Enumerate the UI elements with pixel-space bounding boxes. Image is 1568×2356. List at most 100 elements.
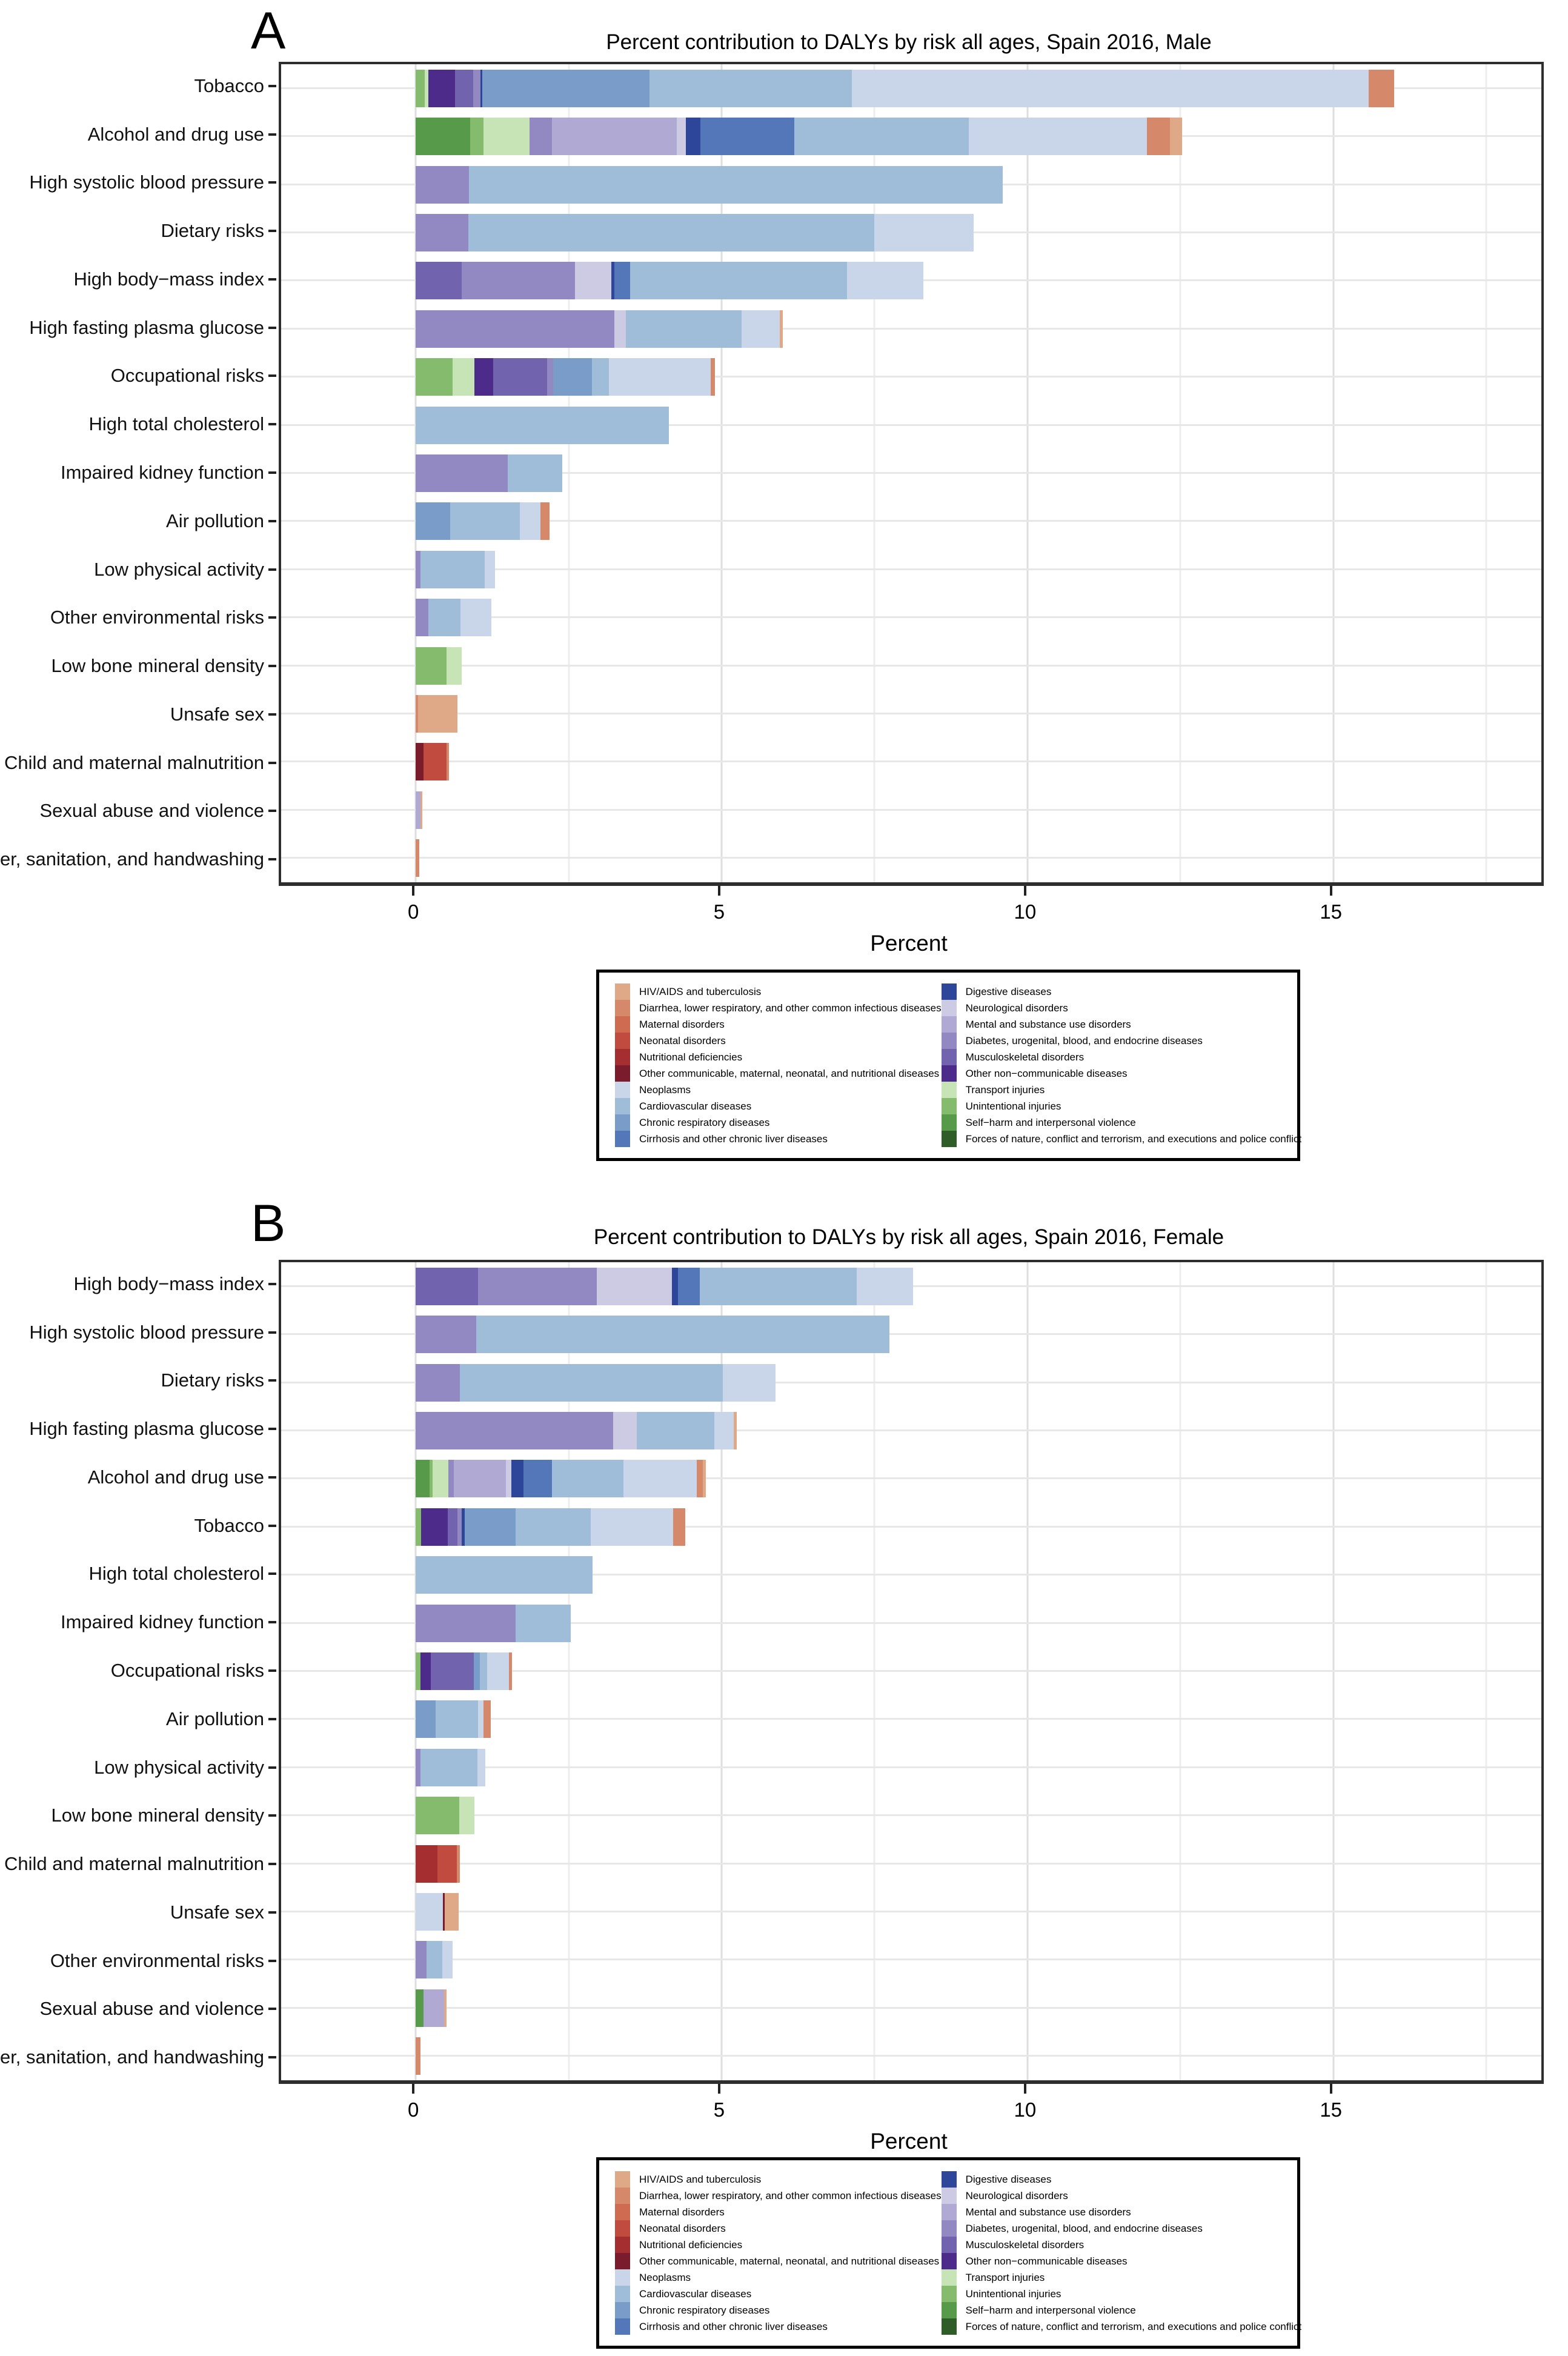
- stacked-bar: [281, 694, 1541, 733]
- y-axis-row: Dietary risks: [0, 1357, 276, 1405]
- bar-segment-mental: [453, 1460, 506, 1498]
- y-axis-row: Impaired kidney function: [0, 448, 276, 497]
- bars: [281, 64, 1541, 882]
- bar-segment-mental: [416, 791, 421, 829]
- legend-label: Neurological disorders: [965, 2189, 1068, 2201]
- y-axis-row: High body−mass index: [0, 255, 276, 304]
- bar-segment-diabetes: [416, 165, 469, 204]
- y-axis-label: Air pollution: [166, 510, 264, 531]
- bar-segment-mental: [424, 1989, 444, 2027]
- legend-entry: Digestive diseases: [941, 983, 1302, 1000]
- bar-segment-hiv_tb: [1170, 118, 1183, 156]
- x-tick-mark: [717, 2084, 720, 2094]
- bar-segment-diabetes: [448, 1460, 454, 1498]
- bar-row: [281, 690, 1541, 737]
- bar-row: [281, 353, 1541, 401]
- legend-label: Diarrhea, lower respiratory, and other c…: [639, 2189, 942, 2201]
- legend-entry: Chronic respiratory diseases: [615, 2302, 942, 2318]
- y-axis-label: Unsafe sex: [170, 703, 264, 725]
- legend-entry: Diarrhea, lower respiratory, and other c…: [615, 2188, 942, 2204]
- legend-swatch-diabetes: [941, 1033, 957, 1049]
- bar-segment-diabetes: [478, 1267, 597, 1305]
- legend-swatch-neoplasms: [615, 1082, 630, 1098]
- y-axis-label: Sexual abuse and violence: [39, 800, 264, 822]
- stacked-bar: [281, 1604, 1541, 1642]
- bar-row: [281, 545, 1541, 593]
- bar-segment-transport: [433, 1460, 448, 1498]
- legend-entry: Neonatal disorders: [615, 2220, 942, 2237]
- y-axis-label: Occupational risks: [110, 365, 264, 387]
- x-tick-label: 10: [1014, 900, 1037, 923]
- bar-segment-digestive: [461, 1508, 465, 1546]
- stacked-bar: [281, 1797, 1541, 1835]
- stacked-bar: [281, 1748, 1541, 1786]
- y-axis-row: Tobacco: [0, 62, 276, 110]
- y-tick-mark: [268, 1428, 276, 1431]
- bar-segment-cardiovascular: [515, 1508, 591, 1546]
- bar-segment-unintentional: [416, 1652, 421, 1690]
- bar-segment-other_communicable: [416, 743, 424, 781]
- y-axis-row: Tobacco: [0, 1502, 276, 1550]
- bar-segment-transport: [446, 647, 462, 685]
- bar-segment-unintentional: [430, 1460, 433, 1498]
- horizontal-gridline: [281, 2006, 1541, 2009]
- bar-segment-diabetes: [416, 213, 468, 251]
- y-axis-label: Dietary risks: [161, 1369, 264, 1391]
- bar-segment-diabetes: [416, 310, 615, 348]
- bar-segment-neoplasms: [852, 69, 1369, 107]
- y-tick-mark: [268, 1959, 276, 1962]
- legend-swatch-digestive: [941, 983, 957, 1000]
- bar-segment-neoplasms: [460, 599, 492, 637]
- y-tick-mark: [268, 858, 276, 861]
- bar-row: [281, 208, 1541, 256]
- bar-segment-hiv_tb: [702, 1460, 706, 1498]
- legend-entry: Unintentional injuries: [941, 1098, 1302, 1114]
- legend-label: Chronic respiratory diseases: [639, 2304, 770, 2316]
- bar-segment-diarrhea_lri: [416, 839, 420, 877]
- legend-swatch-mental: [941, 1016, 957, 1033]
- legend-entry: Diabetes, urogenital, blood, and endocri…: [941, 2220, 1302, 2237]
- bar-segment-neoplasms: [609, 358, 711, 396]
- bar-segment-diarrhea_lri: [696, 1460, 703, 1498]
- legend-swatch-mental: [941, 2204, 957, 2220]
- bar-row: [281, 1310, 1541, 1358]
- legend-swatch-hiv_tb: [615, 983, 630, 1000]
- x-axis: 0 5 10 15: [279, 886, 1539, 953]
- legend: HIV/AIDS and tuberculosis Diarrhea, lower…: [596, 2157, 1302, 2349]
- bar-segment-diabetes: [416, 1604, 516, 1642]
- x-axis-title: Percent: [870, 2129, 948, 2154]
- panel-letter: B: [251, 1194, 286, 1253]
- y-tick-mark: [268, 1524, 276, 1527]
- bar-segment-musculoskeletal: [493, 358, 548, 396]
- stacked-bar: [281, 1892, 1541, 1931]
- bar-row: [281, 305, 1541, 353]
- legend-label: Cirrhosis and other chronic liver diseas…: [639, 2320, 828, 2332]
- bar-segment-neoplasms: [874, 213, 974, 251]
- y-tick-mark: [268, 181, 276, 184]
- bar-segment-cardiovascular: [416, 1556, 593, 1594]
- legend-swatch-musculoskeletal: [941, 1049, 957, 1065]
- bar-segment-cardiovascular: [507, 454, 563, 492]
- bar-segment-diabetes: [416, 1316, 477, 1354]
- legend-label: Neurological disorders: [965, 1002, 1068, 1014]
- bar-row: [281, 1647, 1541, 1695]
- legend-label: Other non−communicable diseases: [965, 2255, 1128, 2267]
- y-tick-mark: [268, 471, 276, 474]
- horizontal-gridline: [281, 568, 1541, 570]
- bar-segment-diarrhea_lri: [456, 1845, 460, 1883]
- bar-segment-diarrhea_lri: [416, 2037, 421, 2075]
- bar-segment-neoplasms: [623, 1460, 697, 1498]
- horizontal-gridline: [281, 1477, 1541, 1480]
- horizontal-gridline: [281, 520, 1541, 522]
- legend-column: Digestive diseases Neurological disorders…: [941, 2171, 1302, 2335]
- y-tick-mark: [268, 1911, 276, 1914]
- y-tick-mark: [268, 713, 276, 716]
- y-axis-labels: Tobacco Alcohol and drug use High systolic…: [0, 62, 276, 884]
- stacked-bar: [281, 1652, 1541, 1690]
- bar-segment-neoplasms: [519, 502, 541, 541]
- legend-swatch-chronic_respiratory: [615, 2302, 630, 2318]
- bar-segment-self_harm: [416, 118, 470, 156]
- bar-row: [281, 1695, 1541, 1743]
- y-tick-mark: [268, 278, 276, 281]
- legend-label: Mental and substance use disorders: [965, 1018, 1131, 1030]
